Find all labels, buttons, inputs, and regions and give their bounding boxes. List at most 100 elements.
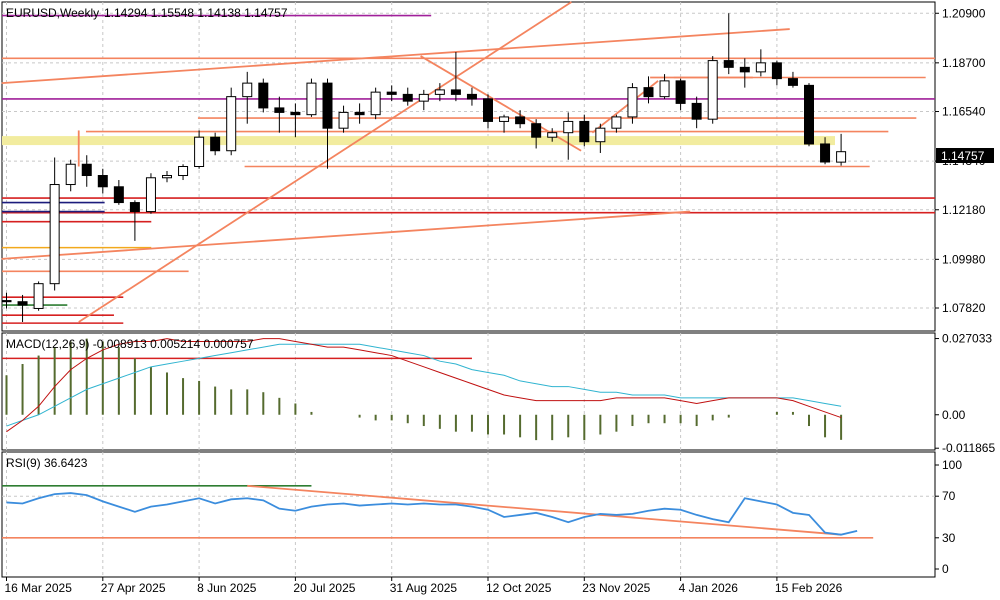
highlight-band (2, 136, 835, 146)
price-panel-frame (1, 1, 936, 332)
bear-candle (771, 62, 782, 80)
bull-candle (659, 80, 670, 98)
rsi-indicator (2, 484, 935, 539)
bull-candle (499, 116, 510, 122)
bear-candle (450, 89, 461, 95)
macd-tick-label: -0.011865 (942, 441, 995, 455)
bear-candle (531, 123, 542, 138)
bear-candle (739, 66, 750, 73)
trendline (78, 1, 572, 323)
candles (1, 13, 847, 322)
price-tick-label: 1.09980 (942, 252, 986, 266)
bear-candle (787, 78, 798, 86)
bull-candle (370, 91, 381, 116)
x-tick-label: 23 Nov 2025 (582, 581, 650, 595)
bull-candle (145, 177, 156, 213)
bull-candle (547, 132, 558, 138)
x-tick-label: 31 Aug 2025 (390, 581, 458, 595)
bear-candle (386, 91, 397, 95)
macd-main-line (6, 338, 842, 433)
rsi-tick-label: 70 (942, 489, 956, 503)
axes: 16 Mar 2025 27 Apr 2025 8 Jun 2025 20 Jul 2… (5, 6, 996, 595)
price-tick-label: 1.07820 (942, 301, 986, 315)
bull-candle (162, 175, 172, 179)
bear-candle (210, 136, 221, 152)
price-tick-label: 1.16540 (942, 105, 986, 119)
x-tick-label: 16 Mar 2025 (5, 581, 73, 595)
bear-candle (402, 93, 413, 102)
bear-candle (515, 116, 526, 125)
bear-candle (691, 102, 702, 120)
bull-candle (595, 127, 606, 143)
x-tick-label: 15 Feb 2026 (775, 581, 843, 595)
bear-candle (483, 98, 493, 122)
bull-candle (627, 87, 638, 118)
bull-candle (755, 62, 766, 73)
bear-candle (17, 301, 28, 306)
x-tick-label: 27 Apr 2025 (101, 581, 166, 595)
current-price-text: 1.14757 (941, 149, 985, 163)
trendline (1, 210, 691, 260)
x-tick-label: 12 Oct 2025 (486, 581, 552, 595)
macd-indicator (2, 338, 843, 441)
bull-candle (707, 60, 718, 120)
bear-candle (274, 107, 285, 113)
current-price-tag (936, 148, 994, 163)
bull-candle (33, 283, 44, 309)
bear-candle (290, 111, 301, 116)
bull-candle (242, 82, 253, 98)
price-tick-label: 1.20900 (942, 6, 986, 20)
macd-tick-label: 0.00 (942, 408, 966, 422)
bear-candle (113, 186, 124, 204)
bull-candle (226, 96, 237, 152)
trendlines (1, 1, 790, 323)
bull-candle (434, 89, 445, 95)
bear-candle (643, 87, 654, 98)
x-tick-label: 20 Jul 2025 (293, 581, 355, 595)
bear-candle (804, 84, 814, 145)
rsi-tick-label: 100 (942, 458, 962, 472)
bear-candle (97, 175, 108, 188)
bear-candle (466, 93, 477, 100)
bull-candle (306, 82, 317, 116)
bear-candle (81, 163, 92, 177)
bull-candle (49, 184, 60, 285)
bear-candle (322, 82, 333, 129)
bear-candle (675, 80, 686, 104)
ohlc-label: 1.14294 1.15548 1.14138 1.14757 (104, 6, 288, 20)
bull-candle (338, 111, 349, 129)
bear-candle (579, 120, 590, 143)
trendline (1, 28, 790, 85)
rsi-line (6, 492, 858, 536)
rsi-panel-frame (1, 451, 936, 578)
bear-candle (1, 300, 12, 303)
x-tick-label: 4 Jan 2026 (679, 581, 739, 595)
bear-candle (820, 143, 831, 163)
rsi-trendline (247, 484, 842, 536)
x-tick-label: 8 Jun 2025 (197, 581, 257, 595)
bull-candle (418, 93, 429, 102)
bull-candle (194, 136, 205, 167)
bull-candle (65, 163, 76, 186)
bull-candle (836, 151, 847, 163)
macd-panel-frame (1, 332, 936, 451)
macd-signal-line (6, 343, 842, 427)
rsi-tick-label: 30 (942, 531, 956, 545)
bull-candle (611, 116, 622, 129)
symbol-label: EURUSD,Weekly (6, 6, 99, 20)
price-tick-label: 1.12180 (942, 203, 986, 217)
bear-candle (354, 111, 365, 116)
bear-candle (723, 60, 734, 68)
rsi-label: RSI(9) 36.6423 (6, 456, 88, 470)
macd-tick-label: 0.027033 (942, 332, 992, 346)
bear-candle (258, 82, 269, 109)
price-levels (2, 14, 935, 324)
grid (2, 2, 935, 577)
price-tick-label: 1.18700 (942, 56, 986, 70)
bull-candle (563, 120, 574, 134)
bear-candle (129, 202, 140, 213)
macd-label: MACD(12,26,9) -0.008913 0.005214 0.00075… (6, 337, 254, 351)
bull-candle (178, 166, 189, 177)
rsi-tick-label: 0 (942, 562, 949, 576)
